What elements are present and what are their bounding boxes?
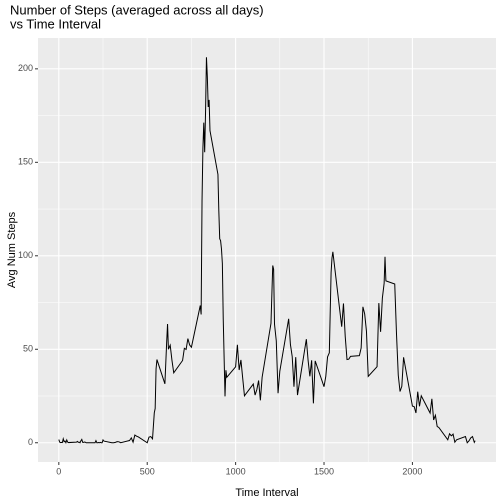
line: [58, 57, 476, 445]
x-tick-label: 2000: [402, 466, 422, 476]
x-tick-label: 500: [140, 466, 155, 476]
x-tick-label: 1500: [314, 466, 334, 476]
x-tick-label: 0: [56, 466, 61, 476]
y-tick-label: 100: [18, 250, 33, 260]
x-tick-label: 1000: [226, 466, 246, 476]
chart-title: Number of Steps (averaged across all day…: [10, 2, 264, 17]
y-tick-label: 0: [28, 437, 33, 447]
x-axis-title: Time Interval: [235, 487, 298, 499]
y-tick-label: 50: [23, 344, 33, 354]
chart-title: vs Time Interval: [10, 16, 101, 31]
y-tick-label: 150: [18, 157, 33, 167]
panel: [38, 38, 496, 462]
y-axis-title: Avg Num Steps: [6, 211, 18, 288]
y-tick-label: 200: [18, 63, 33, 73]
